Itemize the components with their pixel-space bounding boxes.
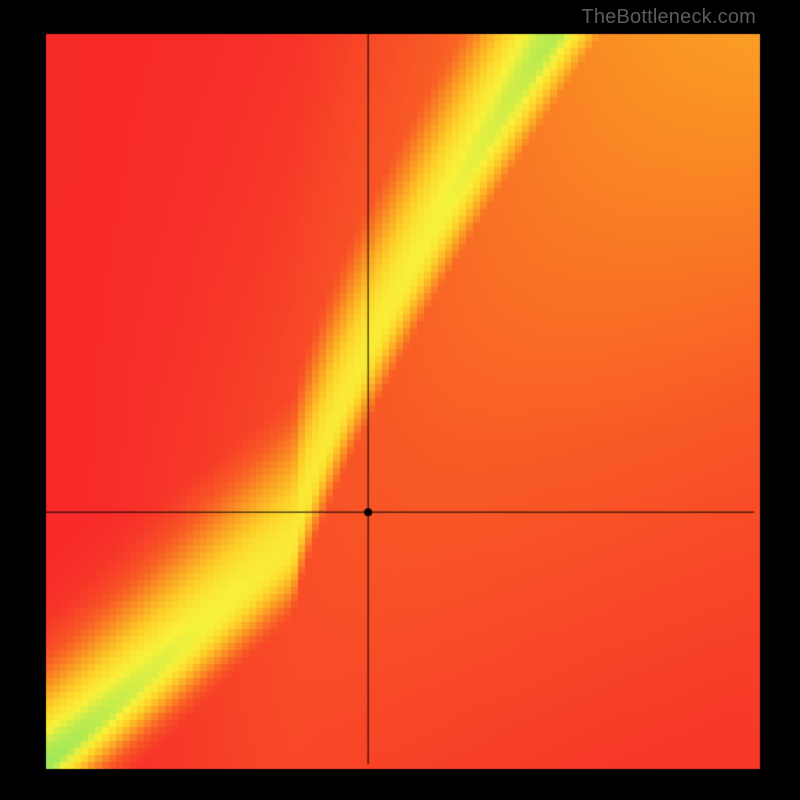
chart-frame: TheBottleneck.com: [0, 0, 800, 800]
watermark-label: TheBottleneck.com: [581, 6, 756, 29]
bottleneck-heatmap: [0, 0, 800, 800]
